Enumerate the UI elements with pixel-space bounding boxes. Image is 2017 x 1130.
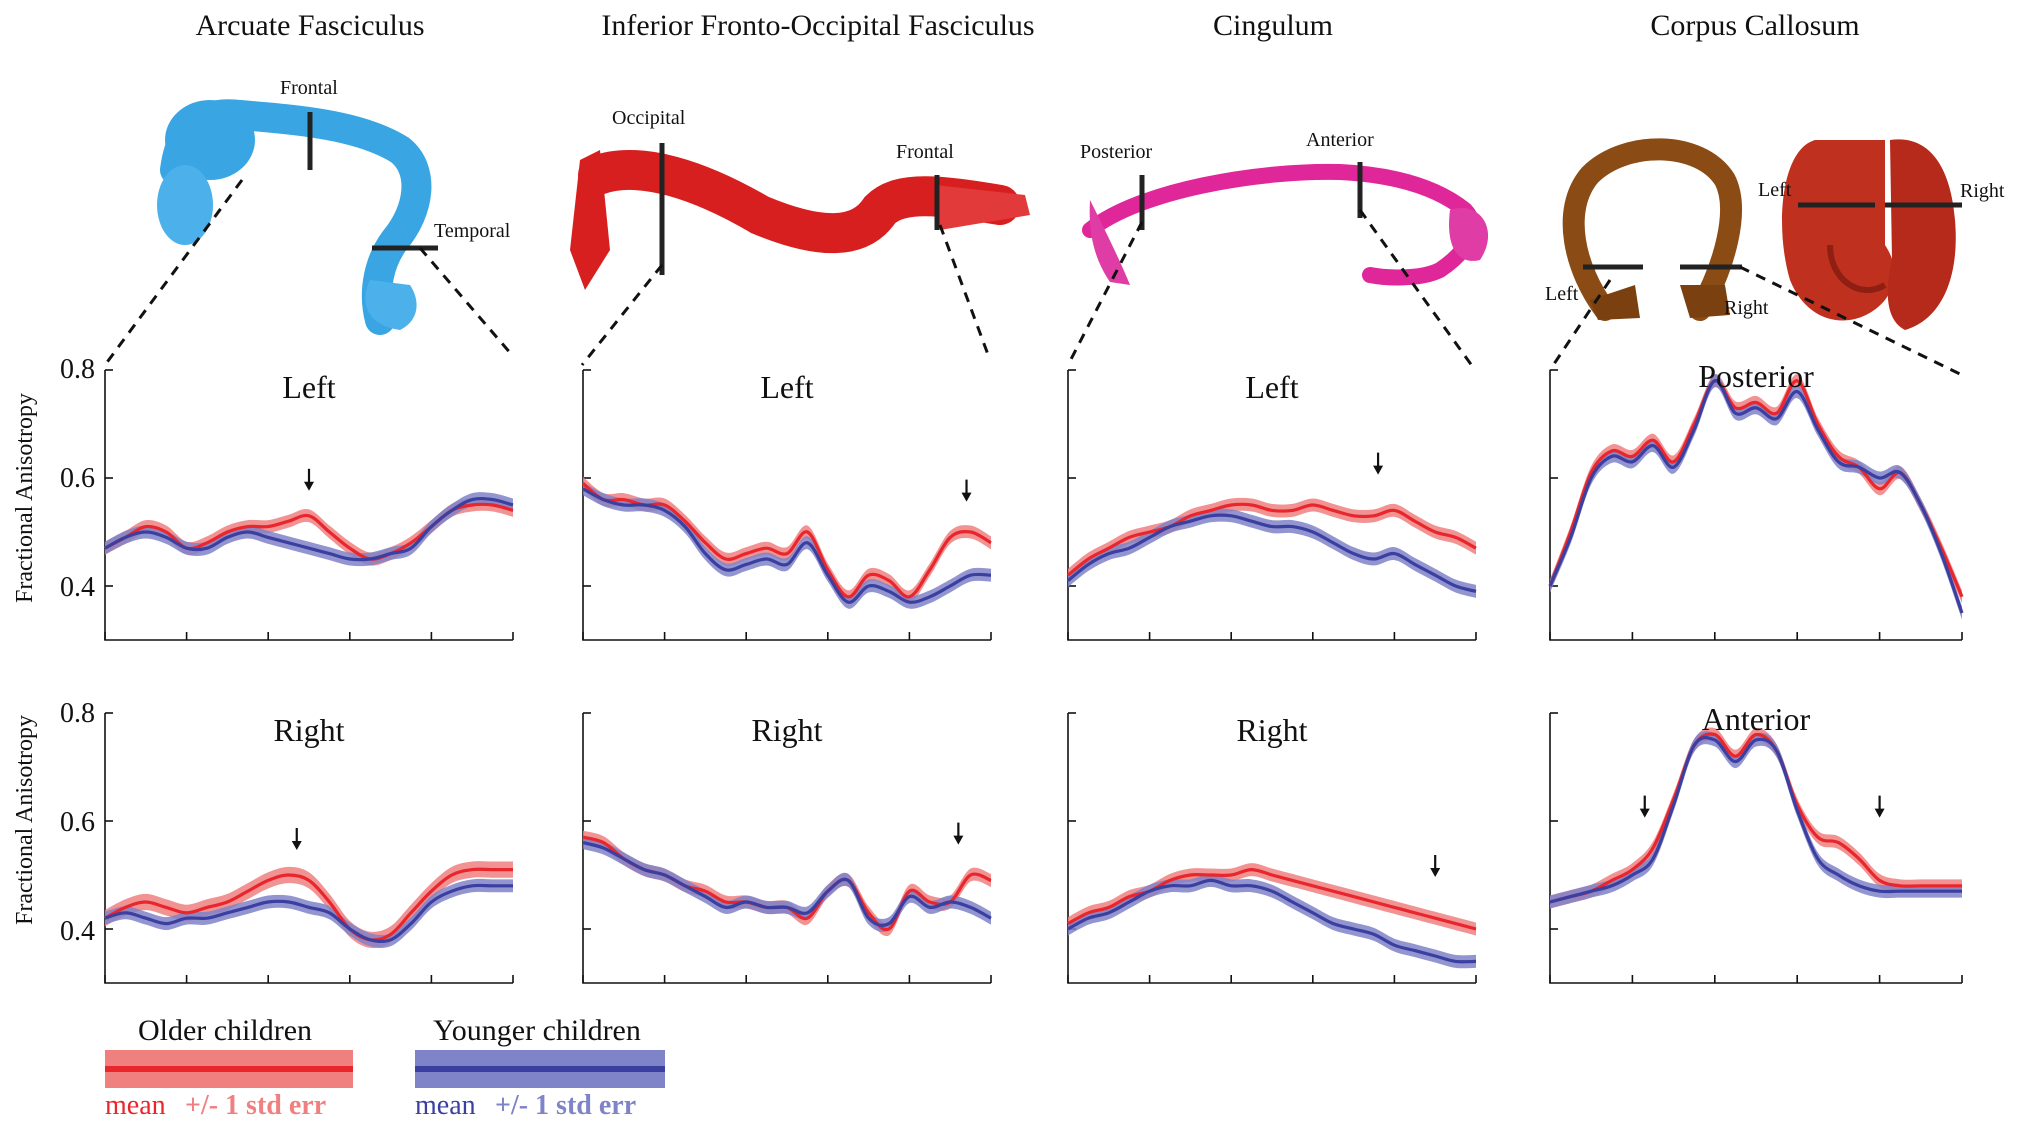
panel-7: Anterior (1549, 701, 1963, 984)
panel-axes (1067, 713, 1476, 984)
tract-title-corpus-callosum: Corpus Callosum (1650, 9, 1859, 42)
panel-0: Left (104, 369, 514, 641)
panel-1: Left (581, 369, 992, 641)
annotation-arrow (1874, 795, 1885, 818)
series-line-younger (104, 883, 513, 944)
annotation-arrow (961, 479, 972, 502)
cingulum-label-anterior: Anterior (1306, 129, 1374, 151)
y-tick-top-04: 0.4 (60, 572, 95, 603)
cingulum-label-posterior: Posterior (1080, 141, 1153, 163)
series-line-older (1549, 732, 1962, 904)
panel-title: Right (751, 712, 822, 748)
series-line-younger (104, 496, 514, 562)
y-tick-top-06: 0.6 (60, 463, 95, 494)
legend-younger-caption-mean: mean (415, 1090, 476, 1121)
series-line-older (582, 835, 992, 932)
y-tick-bottom-08: 0.8 (60, 698, 95, 729)
series-band-older (1068, 497, 1476, 582)
panel-title: Left (760, 369, 813, 405)
legend-older-caption-err: +/- 1 std err (185, 1090, 326, 1121)
series-band-younger (105, 878, 513, 948)
legend-older-caption-mean: mean (105, 1090, 166, 1121)
panel-title: Anterior (1702, 701, 1811, 737)
tract-render-ifof: Occipital Frontal (570, 107, 1030, 290)
panel-2: Left (1066, 369, 1477, 641)
connector-lines (103, 179, 1963, 377)
legend-older-label: Older children (138, 1014, 312, 1047)
panels: Left Left Left Posterior Right Right Right Ante… (104, 358, 1964, 984)
panel-3: Posterior (1548, 358, 1964, 641)
series-band-younger (1550, 374, 1962, 620)
cc-label-left-red: Left (1758, 179, 1792, 201)
panel-axes (1549, 713, 1962, 984)
arcuate-label-frontal: Frontal (280, 77, 338, 99)
annotation-arrow (1430, 855, 1441, 877)
annotation-arrow (1373, 452, 1384, 475)
series-band-younger (583, 482, 991, 609)
ifof-label-frontal: Frontal (896, 141, 954, 163)
tract-render-arcuate: Frontal Temporal (157, 77, 511, 335)
annotation-arrow (291, 828, 302, 850)
tract-render-cingulum: Posterior Anterior (1080, 129, 1489, 286)
panel-title: Left (282, 369, 335, 405)
cc-label-right-brown: Right (1724, 297, 1769, 319)
series-band-younger (1068, 508, 1476, 598)
series-band-younger (1068, 873, 1476, 969)
tract-title-cingulum: Cingulum (1213, 9, 1333, 42)
series-line-older (1067, 867, 1477, 931)
panel-4: Right (104, 712, 514, 984)
panel-title: Right (1236, 712, 1307, 748)
legend: Older children mean +/- 1 std err Younge… (105, 1014, 665, 1121)
series-band-older (583, 830, 991, 937)
series-line-younger (1067, 878, 1477, 964)
series-band-younger (1550, 731, 1962, 909)
arcuate-label-temporal: Temporal (434, 220, 511, 242)
series-line-younger (582, 487, 992, 604)
ifof-label-occipital: Occipital (612, 107, 686, 129)
legend-younger-label: Younger children (433, 1014, 641, 1047)
series-line-younger (1066, 513, 1477, 593)
tract-render-corpus-callosum: Left Right Left Right (1545, 138, 2005, 330)
panel-5: Right (582, 712, 992, 984)
tract-title-ifof: Inferior Fronto-Occipital Fasciculus (601, 9, 1034, 42)
annotation-arrow (304, 468, 314, 491)
panel-6: Right (1067, 712, 1477, 984)
cc-label-right-red: Right (1960, 180, 2005, 202)
panel-axes (104, 713, 513, 984)
tract-title-arcuate: Arcuate Fasciculus (195, 9, 424, 42)
series-band-younger (583, 836, 991, 932)
series-line-older (1548, 379, 1964, 598)
y-tick-top-08: 0.8 (60, 354, 95, 385)
panel-axes (582, 713, 991, 984)
series-band-older (1550, 727, 1962, 909)
y-tick-bottom-06: 0.6 (60, 807, 95, 838)
y-axis-label-top: Fractional Anisotropy (12, 393, 38, 603)
series-line-older (104, 867, 513, 942)
legend-younger-caption-err: +/- 1 std err (495, 1090, 636, 1121)
series-line-younger (1548, 379, 1964, 614)
annotation-arrow (953, 822, 964, 845)
y-tick-bottom-04: 0.4 (60, 916, 95, 947)
series-line-younger (1549, 736, 1962, 904)
panel-title: Posterior (1698, 358, 1814, 394)
cc-label-left-brown: Left (1545, 283, 1579, 305)
annotation-arrow (1639, 795, 1650, 818)
panel-title: Right (273, 712, 344, 748)
series-band-older (583, 476, 991, 604)
series-line-older (1066, 502, 1477, 577)
series-line-younger (582, 841, 992, 927)
y-axis-label-bottom: Fractional Anisotropy (12, 715, 38, 925)
panel-title: Left (1245, 369, 1298, 405)
